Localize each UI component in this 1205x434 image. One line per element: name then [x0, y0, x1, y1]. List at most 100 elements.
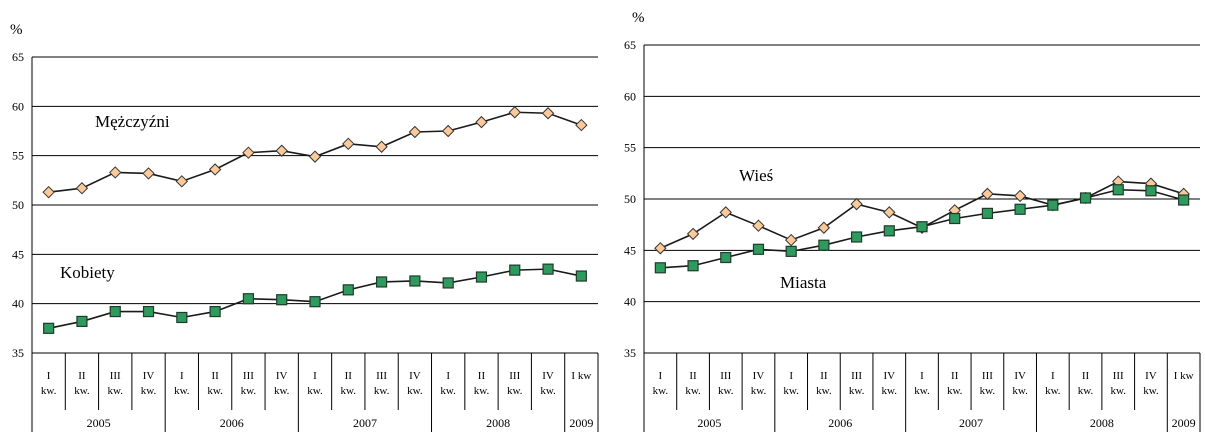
y-tick-label: 35	[624, 346, 636, 360]
data-point-square	[949, 212, 961, 225]
data-point-diamond	[850, 197, 863, 211]
data-point-diamond	[475, 115, 488, 129]
x-tick-label: IV kw.	[882, 370, 898, 397]
data-point-diamond	[719, 206, 732, 219]
y-tick-label: 40	[12, 297, 24, 311]
data-point-square	[1079, 192, 1092, 204]
data-point-diamond	[175, 175, 189, 188]
data-point-square	[276, 294, 288, 306]
y-tick-label: 65	[12, 50, 24, 64]
data-point-square	[1178, 194, 1190, 206]
data-point-diamond	[42, 185, 55, 199]
data-point-square	[981, 207, 994, 219]
data-point-diamond	[142, 167, 155, 180]
data-point-square	[409, 275, 421, 287]
x-tick-label: II kw.	[1078, 370, 1094, 397]
x-tick-label: III kw.	[1110, 370, 1126, 397]
data-point-square	[442, 277, 454, 289]
data-point-square	[883, 225, 895, 237]
data-point-square	[109, 305, 121, 318]
year-label: 2008	[486, 416, 510, 430]
series-label: Wieś	[739, 166, 773, 185]
x-tick-label: II kw.	[685, 370, 701, 397]
data-point-square	[752, 243, 765, 255]
data-point-diamond	[541, 107, 555, 120]
data-point-square	[720, 251, 732, 264]
x-tick-label: IV kw.	[751, 370, 767, 397]
data-point-diamond	[817, 221, 831, 234]
x-tick-label: III kw.	[374, 370, 390, 397]
data-point-square	[309, 296, 321, 308]
y-tick-label: 50	[624, 192, 636, 206]
unit-label: %	[632, 10, 645, 26]
year-label: 2005	[697, 416, 721, 430]
data-point-diamond	[1013, 189, 1027, 203]
y-tick-label: 35	[12, 346, 24, 360]
x-tick-label: IV kw.	[1143, 370, 1159, 397]
data-point-square	[1112, 184, 1124, 196]
year-label: 2008	[1090, 416, 1114, 430]
year-label: 2009	[569, 416, 593, 430]
y-tick-label: 45	[12, 247, 24, 261]
year-label: 2006	[220, 416, 244, 430]
data-point-square	[142, 305, 155, 318]
x-tick-label: IV kw.	[274, 370, 290, 397]
data-point-diamond	[208, 163, 222, 176]
y-tick-label: 65	[624, 38, 636, 52]
series-label: Miasta	[780, 273, 827, 292]
y-tick-label: 60	[12, 99, 24, 113]
x-tick-label: II kw.	[947, 370, 963, 397]
data-point-diamond	[508, 106, 521, 119]
data-point-diamond	[275, 144, 288, 157]
x-tick-label: IV kw.	[540, 370, 556, 397]
y-tick-label: 60	[624, 89, 636, 103]
data-point-diamond	[375, 140, 388, 153]
x-tick-label: III kw.	[718, 370, 734, 397]
chart-svg: % 35 40 45 50 55 60 65 I kw. II kw. III kw. IV kw. I kw. I…	[10, 22, 599, 432]
data-point-square	[209, 305, 221, 318]
year-label: 2009	[1172, 416, 1196, 430]
data-point-diamond	[408, 125, 422, 139]
chart-svg: % 35 40 45 50 55 60 65 I kw. II kw. III kw. IV kw. I kw. I…	[624, 10, 1201, 432]
data-point-square	[916, 221, 928, 233]
data-point-diamond	[109, 166, 122, 179]
data-point-square	[575, 270, 587, 282]
series-line	[660, 180, 1184, 250]
x-tick-label: III kw.	[507, 370, 523, 397]
data-point-square	[43, 322, 55, 334]
data-point-diamond	[441, 124, 455, 138]
y-tick-label: 50	[12, 198, 24, 212]
data-point-square	[76, 315, 88, 328]
x-tick-label: III kw.	[241, 370, 257, 397]
data-point-diamond	[575, 118, 588, 132]
data-point-square	[850, 231, 863, 243]
series-label: Kobiety	[60, 263, 115, 282]
x-tick-label: III kw.	[980, 370, 996, 397]
y-tick-label: 55	[624, 141, 636, 155]
x-tick-label: II kw.	[74, 370, 90, 397]
data-point-diamond	[654, 242, 667, 255]
data-point-diamond	[883, 206, 896, 219]
data-point-diamond	[686, 227, 700, 241]
data-point-square	[475, 271, 488, 283]
data-point-square	[542, 263, 554, 275]
data-point-diamond	[75, 182, 89, 195]
y-tick-label: 40	[624, 295, 636, 309]
data-point-square	[1145, 185, 1157, 197]
data-point-square	[785, 245, 797, 257]
data-point-square	[375, 276, 388, 288]
data-point-square	[1014, 203, 1026, 215]
unit-label: %	[10, 22, 23, 38]
x-tick-label: II kw.	[474, 370, 490, 397]
y-tick-label: 55	[12, 149, 24, 163]
